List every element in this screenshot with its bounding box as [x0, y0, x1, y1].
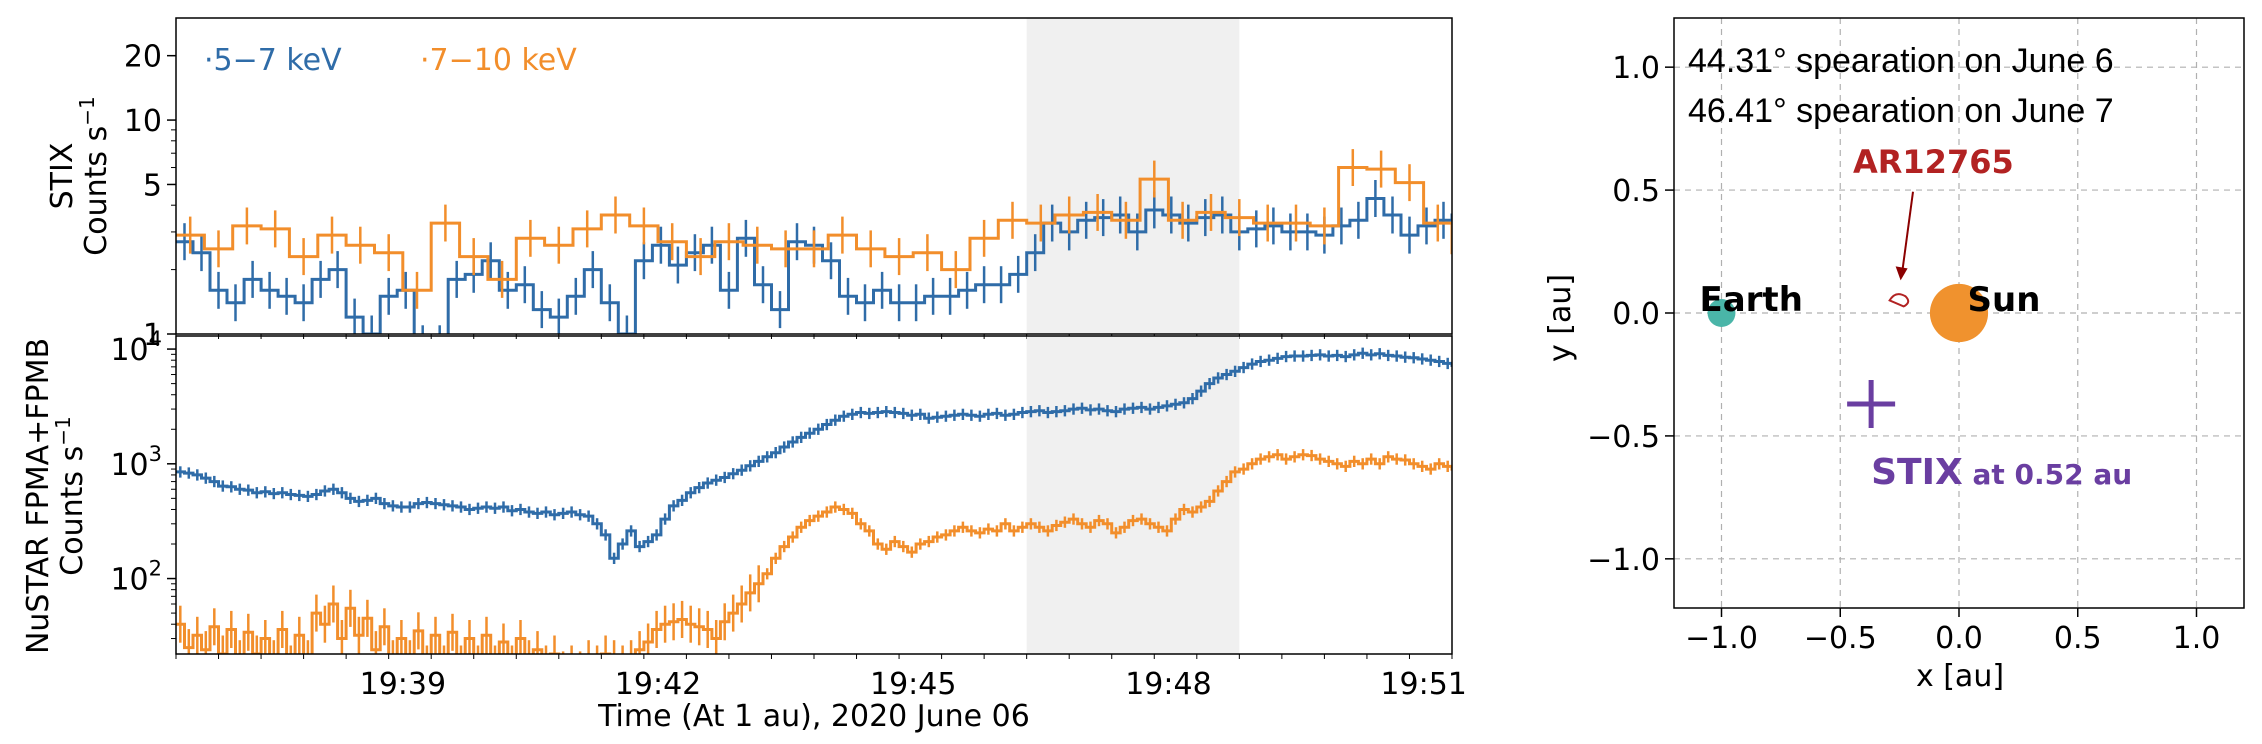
ar-contour	[1888, 293, 1910, 308]
orbit-annotation-june6: 44.31° spearation on June 6	[1688, 42, 2114, 80]
orbit-x-tick-label: 0.0	[1935, 621, 1983, 656]
stix-frame	[175, 17, 1453, 335]
stix-y-tick-label: 5	[143, 168, 162, 203]
nustar-series-1-line	[176, 351, 1452, 560]
nustar-series-2-errorbars	[179, 449, 1449, 654]
nustar-y-label-unit: Counts s	[55, 446, 90, 576]
stix-y-label-line1: STIX	[45, 143, 80, 210]
stix-label: STIX at 0.52 au	[1871, 452, 2132, 493]
stix-series-2-errorbars	[188, 149, 1440, 309]
nustar-y-tick-label: 102	[110, 557, 162, 598]
earth-label: Earth	[1700, 280, 1803, 320]
nustar-x-tick-label: 19:48	[1125, 667, 1211, 702]
stix-legend-entry-1: ·5−7 keV	[204, 43, 342, 78]
nustar-x-label: Time (At 1 au), 2020 June 06	[597, 699, 1030, 734]
orbit-y-tick-label: 0.5	[1612, 174, 1660, 209]
orbit-panel: Earth Sun AR12765 STIX at 0.52 au −1.0 −0.5 0…	[1543, 17, 2245, 694]
stix-y-ticks: 1 5 10 20	[124, 40, 176, 353]
stix-y-tick-label: 20	[124, 40, 162, 75]
nustar-series-group	[176, 347, 1452, 654]
orbit-annotation-june7: 46.41° spearation on June 7	[1688, 92, 2114, 130]
stix-series-group	[176, 149, 1452, 334]
stix-y-label-sup: −1	[75, 96, 99, 125]
orbit-x-tick-label: −0.5	[1804, 621, 1877, 656]
orbit-y-ticks: −1.0 −0.5 0.0 0.5 1.0	[1587, 51, 1674, 578]
orbit-x-ticks: −1.0 −0.5 0.0 0.5 1.0	[1685, 608, 2220, 656]
nustar-y-tick-label: 104	[110, 327, 162, 368]
earth-marker	[1707, 299, 1736, 327]
stix-shaded-interval	[1026, 18, 1240, 334]
nustar-x-tick-label: 19:42	[615, 667, 701, 702]
orbit-y-tick-label: −1.0	[1587, 543, 1660, 578]
nustar-x-tick-label: 19:45	[870, 667, 956, 702]
sun-label: Sun	[1968, 280, 2041, 320]
nustar-x-tick-label: 19:51	[1380, 667, 1466, 702]
nustar-x-ticks: 19:39 19:42 19:45 19:48 19:51	[175, 654, 1467, 702]
nustar-y-label-line2: Counts s−1	[51, 416, 90, 575]
stix-legend-entry-2: ·7−10 keV	[420, 43, 577, 78]
ar-arrow	[1900, 191, 1914, 277]
orbit-grid	[1674, 18, 2244, 608]
ar-arrow-head	[1895, 266, 1908, 281]
nustar-y-tick-label: 103	[110, 442, 162, 483]
sun-marker	[1929, 283, 1989, 343]
stix-panel: 1 5 10 20 ·5−7 keV ·7−10 keV STIX Counts s−…	[45, 17, 1453, 353]
orbit-x-tick-label: 0.5	[2054, 621, 2102, 656]
stix-series-1-line	[176, 197, 1452, 334]
stix-y-label-line2: Counts s−1	[75, 96, 114, 255]
nustar-y-label-line1: NuSTAR FPMA+FPMB	[21, 338, 56, 654]
nustar-series-2-line	[176, 453, 1452, 654]
nustar-x-tick-label: 19:39	[360, 667, 446, 702]
stix-y-tick-label: 1	[143, 318, 162, 353]
orbit-y-tick-label: −0.5	[1587, 420, 1660, 455]
nustar-y-ticks: 102 103 104	[110, 327, 176, 640]
stix-y-tick-label: 10	[124, 104, 162, 139]
nustar-y-label-sup: −1	[51, 416, 75, 445]
orbit-y-tick-label: 1.0	[1612, 51, 1660, 86]
nustar-panel: 102 103 104 19:39 19:42 19:45 19:48 19:51 Time…	[21, 327, 1467, 734]
orbit-x-tick-label: −1.0	[1685, 621, 1758, 656]
orbit-y-label: y [au]	[1543, 274, 1578, 362]
orbit-x-tick-label: 1.0	[2173, 621, 2221, 656]
orbit-bodies: Earth Sun AR12765 STIX at 0.52 au	[1700, 143, 2133, 493]
orbit-y-tick-label: 0.0	[1612, 297, 1660, 332]
stix-y-label-unit: Counts s	[79, 126, 114, 256]
nustar-series-1-errorbars	[179, 347, 1449, 564]
ar-label: AR12765	[1853, 143, 2014, 181]
orbit-x-label: x [au]	[1916, 659, 2004, 694]
